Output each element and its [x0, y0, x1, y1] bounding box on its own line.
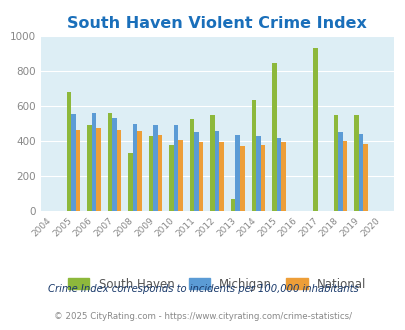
Bar — [71, 114, 75, 211]
Bar — [112, 117, 117, 211]
Bar — [128, 153, 132, 211]
Bar — [149, 136, 153, 211]
Bar — [153, 125, 158, 211]
Bar — [235, 135, 239, 211]
Bar — [190, 119, 194, 211]
Bar — [96, 128, 100, 211]
Bar — [333, 115, 337, 211]
Bar — [210, 115, 214, 211]
Bar — [276, 138, 280, 211]
Bar — [87, 125, 92, 211]
Bar — [337, 132, 342, 211]
Bar — [92, 113, 96, 211]
Bar — [194, 132, 198, 211]
Legend: South Haven, Michigan, National: South Haven, Michigan, National — [63, 273, 370, 296]
Bar — [239, 146, 244, 211]
Bar — [214, 131, 219, 211]
Bar — [198, 142, 203, 211]
Bar — [178, 140, 183, 211]
Bar — [280, 142, 285, 211]
Bar — [312, 48, 317, 211]
Bar — [353, 115, 358, 211]
Bar — [169, 145, 173, 211]
Bar — [66, 92, 71, 211]
Text: Crime Index corresponds to incidents per 100,000 inhabitants: Crime Index corresponds to incidents per… — [47, 284, 358, 294]
Bar — [132, 124, 137, 211]
Bar — [137, 131, 141, 211]
Bar — [260, 145, 264, 211]
Bar — [219, 142, 224, 211]
Title: South Haven Violent Crime Index: South Haven Violent Crime Index — [67, 16, 366, 31]
Text: © 2025 CityRating.com - https://www.cityrating.com/crime-statistics/: © 2025 CityRating.com - https://www.city… — [54, 313, 351, 321]
Bar — [107, 113, 112, 211]
Bar — [230, 199, 235, 211]
Bar — [158, 135, 162, 211]
Bar — [358, 134, 362, 211]
Bar — [75, 130, 80, 211]
Bar — [342, 141, 346, 211]
Bar — [117, 130, 121, 211]
Bar — [271, 63, 276, 211]
Bar — [251, 100, 256, 211]
Bar — [256, 136, 260, 211]
Bar — [173, 125, 178, 211]
Bar — [362, 144, 367, 211]
